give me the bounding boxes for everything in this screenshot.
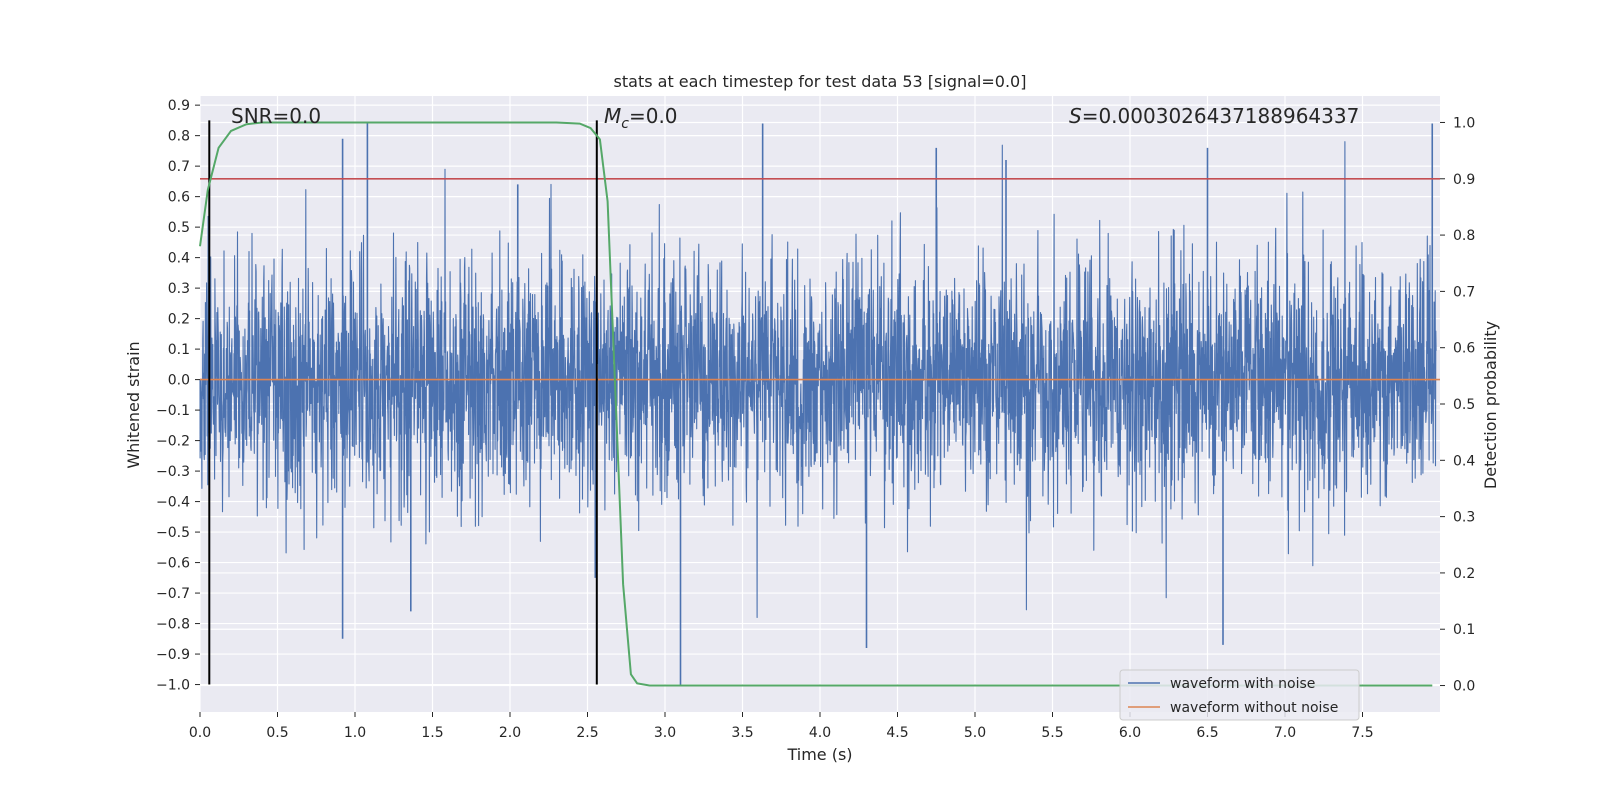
- y-tick-label: −0.8: [156, 617, 190, 633]
- s-statistic-symbol: S: [1069, 104, 1082, 128]
- right-tick-label: 0.8: [1453, 228, 1475, 244]
- legend-label-noise: waveform with noise: [1170, 676, 1315, 692]
- chirp-mass-subscript: c: [621, 116, 629, 132]
- right-tick-label: 0.4: [1453, 453, 1475, 469]
- right-tick-label: 1.0: [1453, 115, 1475, 131]
- y-tick-label: 0.4: [168, 251, 190, 267]
- y-tick-label: 0.2: [168, 312, 190, 328]
- x-tick-label: 7.0: [1274, 725, 1296, 741]
- x-tick-label: 2.0: [499, 725, 521, 741]
- right-tick-label: 0.0: [1453, 679, 1475, 695]
- y-tick-label: −0.1: [156, 403, 190, 419]
- x-tick-label: 3.5: [731, 725, 753, 741]
- snr-annotation: SNR=0.0: [231, 104, 321, 128]
- s-statistic-annotation: S=0.0003026437188964337: [1069, 104, 1359, 128]
- right-tick-label: 0.6: [1453, 341, 1475, 357]
- right-tick-label: 0.5: [1453, 397, 1475, 413]
- y-tick-label: −0.3: [156, 464, 190, 480]
- s-statistic-value: =0.0003026437188964337: [1082, 104, 1360, 128]
- x-tick-label: 1.5: [421, 725, 443, 741]
- legend-label-clean: waveform without noise: [1170, 700, 1338, 716]
- y-tick-label: 0.8: [168, 129, 190, 145]
- x-axis-label: Time (s): [786, 745, 852, 764]
- y-tick-label: 0.5: [168, 220, 190, 236]
- right-tick-label: 0.9: [1453, 172, 1475, 188]
- waveform-with-noise-line: [199, 141, 1437, 619]
- x-tick-label: 2.5: [576, 725, 598, 741]
- x-axis-ticks: 0.0 0.5 1.0 1.5 2.0 2.5 3.0 3.5 4.0 4.5 5.0 5.5 6.0 6…: [189, 712, 1374, 741]
- legend: waveform with noise waveform without noi…: [1119, 669, 1360, 721]
- y-tick-label: −0.2: [156, 434, 190, 450]
- x-tick-label: 7.5: [1351, 725, 1373, 741]
- y-tick-label: 0.9: [168, 98, 190, 114]
- x-tick-label: 4.5: [886, 725, 908, 741]
- x-tick-label: 5.0: [964, 725, 986, 741]
- right-tick-label: 0.7: [1453, 284, 1475, 300]
- y-tick-label: 0.3: [168, 281, 190, 297]
- right-axis-label: Detection probability: [1481, 321, 1500, 489]
- right-tick-label: 0.3: [1453, 510, 1475, 526]
- x-tick-label: 3.0: [654, 725, 676, 741]
- x-tick-label: 6.5: [1196, 725, 1218, 741]
- y-axis-ticks: 0.9 0.8 0.7 0.6 0.5 0.4 0.3 0.2 0.1 0.0 −0.1 −0.2 −0…: [156, 98, 200, 694]
- detection-probability-line: [199, 121, 1433, 687]
- y-axis-label: Whitened strain: [124, 341, 143, 468]
- y-tick-label: −1.0: [156, 678, 190, 694]
- y-tick-label: −0.6: [156, 556, 190, 572]
- x-tick-label: 1.0: [344, 725, 366, 741]
- chart-title: stats at each timestep for test data 53 …: [614, 72, 1027, 91]
- chirp-mass-value: =0.0: [629, 104, 678, 128]
- y-tick-label: 0.0: [168, 373, 190, 389]
- x-tick-label: 4.0: [809, 725, 831, 741]
- right-tick-label: 0.1: [1453, 622, 1475, 638]
- y-tick-label: −0.9: [156, 647, 190, 663]
- x-tick-label: 6.0: [1119, 725, 1141, 741]
- right-tick-label: 0.2: [1453, 566, 1475, 582]
- legend-box: [1119, 669, 1360, 721]
- chirp-mass-symbol: M: [604, 104, 621, 128]
- y-tick-label: −0.4: [156, 495, 190, 511]
- overlays: [199, 120, 1440, 687]
- y-tick-label: −0.5: [156, 525, 190, 541]
- y-tick-label: −0.7: [156, 586, 190, 602]
- x-tick-label: 0.0: [189, 725, 211, 741]
- chirp-mass-annotation: Mc=0.0: [604, 104, 678, 132]
- x-tick-label: 0.5: [266, 725, 288, 741]
- y-tick-label: 0.7: [168, 159, 190, 175]
- right-axis-ticks: 1.0 0.9 0.8 0.7 0.6 0.5 0.4 0.3 0.2 0.1 0.0: [1440, 115, 1475, 695]
- noise-waveform: [199, 123, 1437, 685]
- x-tick-label: 5.5: [1041, 725, 1063, 741]
- y-tick-label: 0.1: [168, 342, 190, 358]
- y-tick-label: 0.6: [168, 190, 190, 206]
